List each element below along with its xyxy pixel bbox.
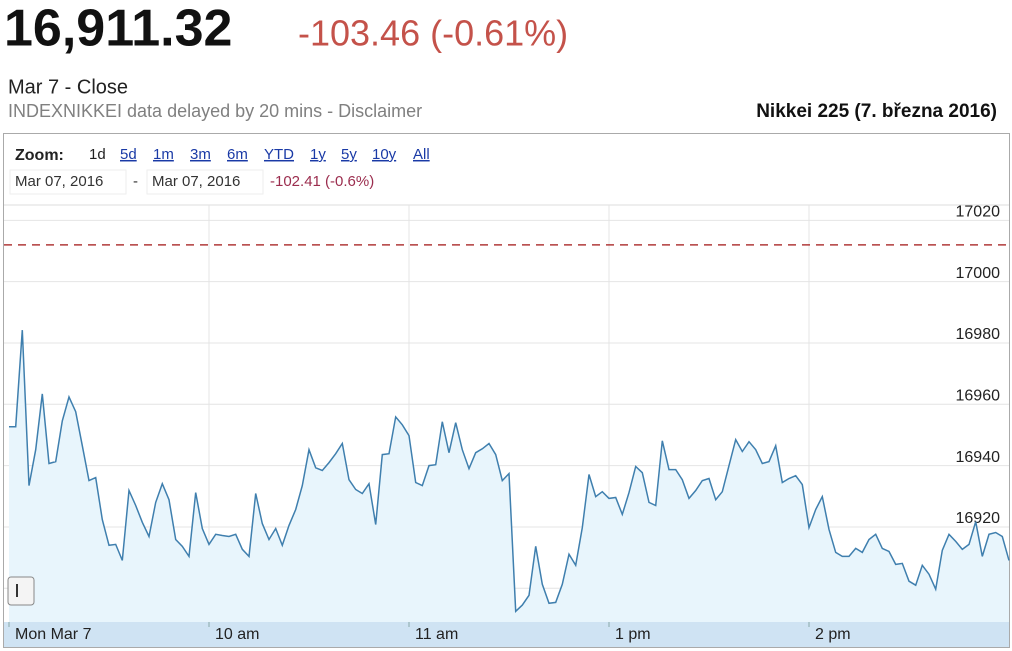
zoom-button[interactable]: 3m	[190, 146, 211, 163]
zoom-button[interactable]: 6m	[227, 146, 248, 163]
scroll-handle[interactable]	[7, 576, 35, 606]
session: Mar 7 - Close	[8, 76, 128, 98]
x-axis-band	[4, 622, 1009, 647]
y-tick-label: 16980	[956, 326, 1001, 343]
disclaimer[interactable]: INDEXNIKKEI data delayed by 20 mins - Di…	[8, 101, 422, 121]
zoom-button[interactable]: 10y	[372, 146, 397, 163]
price: 16,911.32	[4, 0, 232, 58]
x-tick-label: 1 pm	[615, 626, 651, 643]
zoom-label: Zoom:	[15, 147, 64, 164]
zoom-button[interactable]: 5d	[120, 146, 137, 163]
y-tick-label: 17020	[956, 204, 1001, 221]
x-tick-label: 11 am	[415, 626, 458, 643]
plot: 16900169201694016960169801700017020	[4, 204, 1010, 622]
y-tick-label: 16920	[956, 510, 1001, 527]
zoom-button[interactable]: 1m	[153, 146, 174, 163]
y-tick-label: 16960	[956, 388, 1001, 405]
price-line	[9, 330, 1010, 613]
range-start-box[interactable]	[9, 169, 127, 195]
price-change: -103.46 (-0.61%)	[298, 13, 568, 54]
y-tick-label: 17000	[956, 265, 1001, 282]
x-tick-label: Mon Mar 7	[15, 626, 92, 643]
x-axis: Mon Mar 7 10 am 11 am 1 pm 2 pm	[8, 622, 851, 643]
range-separator: -	[133, 173, 138, 190]
zoom-button[interactable]: All	[413, 146, 430, 163]
range-end-box[interactable]	[146, 169, 264, 195]
zoom-button[interactable]: YTD	[264, 146, 294, 163]
zoom-button[interactable]: 1y	[310, 146, 326, 163]
range-change: -102.41 (-0.6%)	[270, 173, 374, 190]
x-tick-label: 2 pm	[815, 626, 851, 643]
zoom-buttons: 1d 5d 1m 3m 6m YTD 1y 5y 10y All	[89, 146, 430, 163]
range-end[interactable]: Mar 07, 2016	[152, 173, 240, 190]
x-tick-label: 10 am	[215, 626, 259, 643]
zoom-button[interactable]: 5y	[341, 146, 357, 163]
range-start[interactable]: Mar 07, 2016	[15, 173, 103, 190]
caption: Nikkei 225 (7. března 2016)	[756, 101, 997, 122]
y-tick-label: 16940	[956, 449, 1001, 466]
zoom-button[interactable]: 1d	[89, 146, 106, 163]
